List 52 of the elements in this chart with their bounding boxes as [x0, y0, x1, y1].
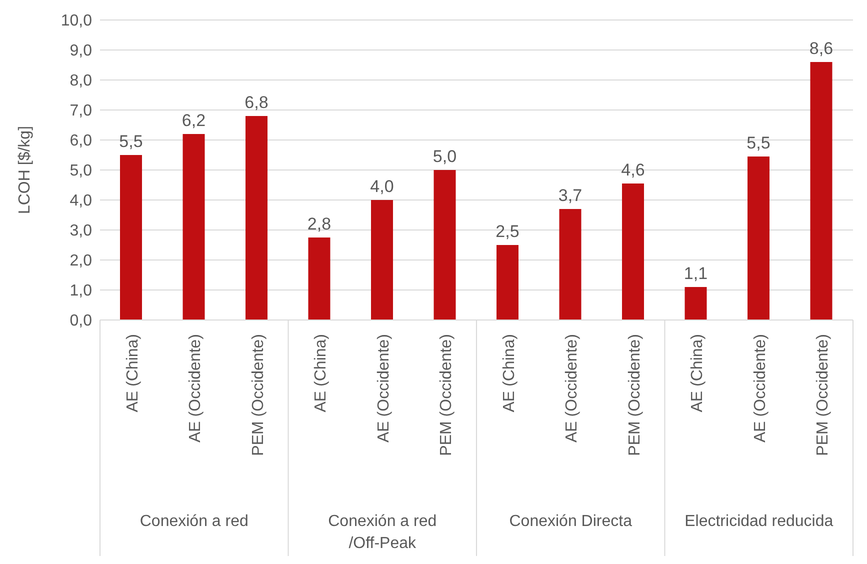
data-label: 2,5 [496, 222, 520, 241]
y-tick-label: 10,0 [60, 12, 92, 30]
data-label: 4,6 [621, 160, 645, 180]
x-tick-label: PEM (Occidente) [626, 334, 644, 456]
data-label: 1,1 [684, 264, 708, 283]
data-label: 2,8 [307, 214, 332, 234]
x-tick-label: AE (China) [312, 334, 330, 412]
y-tick-label: 5,0 [70, 162, 92, 180]
data-label: 5,5 [746, 134, 770, 152]
bar [496, 245, 518, 320]
x-tick-label: AE (Occidente) [375, 334, 392, 442]
data-label: 6,2 [182, 111, 206, 130]
bar [684, 287, 707, 320]
bar [559, 209, 582, 320]
y-tick-label: 2,0 [70, 252, 92, 270]
data-label: 5,0 [432, 147, 457, 166]
x-tick-label: AE (Occidente) [564, 334, 581, 442]
bar [120, 155, 142, 320]
y-tick-label: 4,0 [70, 192, 92, 210]
x-tick-label: PEM (Occidente) [814, 334, 832, 456]
data-label: 4,0 [370, 177, 394, 196]
bar [748, 156, 770, 320]
y-tick-label: 8,0 [70, 72, 92, 90]
bar [182, 134, 205, 320]
bar [622, 184, 644, 320]
y-axis-title: LCOH [$/kg] [16, 126, 34, 214]
data-label: 6,8 [244, 93, 268, 112]
bar [810, 62, 832, 320]
bar [308, 238, 330, 320]
text: Electricidad reducida [684, 513, 834, 530]
y-tick-label: 9,0 [70, 42, 92, 60]
x-tick-label: AE (China) [689, 334, 706, 412]
x-tick-label: PEM (Occidente) [250, 334, 267, 456]
bar [246, 116, 268, 320]
y-tick-label: 0,0 [70, 312, 92, 330]
bar [371, 200, 393, 320]
y-tick-label: 7,0 [70, 102, 92, 120]
y-tick-label: 1,0 [70, 282, 92, 300]
data-label: 5,5 [119, 132, 143, 151]
x-tick-label: AE (China) [124, 334, 142, 412]
text: Conexión a red [140, 513, 248, 530]
x-tick-label: AE (Occidente) [187, 334, 204, 442]
x-tick-label: PEM (Occidente) [438, 334, 456, 456]
data-label: 3,7 [558, 186, 582, 205]
x-tick-label: AE (Occidente) [752, 334, 769, 442]
x-tick-label: AE (China) [500, 334, 518, 412]
data-label: 8,6 [809, 39, 834, 58]
text: Conexión Directa [509, 513, 632, 530]
text: Conexión a red /Off-Peak [328, 513, 437, 552]
y-tick-label: 3,0 [70, 222, 92, 240]
bar [434, 170, 456, 320]
y-tick-label: 6,0 [70, 132, 92, 150]
